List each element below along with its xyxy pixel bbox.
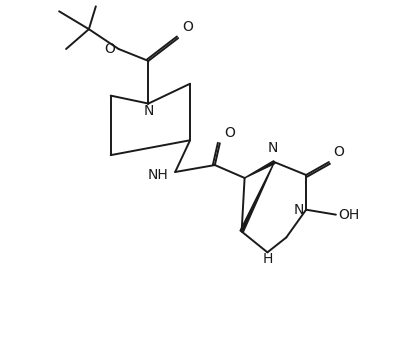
- Polygon shape: [240, 162, 274, 232]
- Text: O: O: [224, 126, 235, 140]
- Text: O: O: [333, 145, 344, 159]
- Text: O: O: [104, 42, 115, 56]
- Text: OH: OH: [338, 208, 359, 222]
- Text: NH: NH: [147, 168, 168, 182]
- Text: N: N: [294, 203, 304, 217]
- Text: N: N: [143, 104, 154, 118]
- Polygon shape: [245, 161, 275, 178]
- Text: H: H: [262, 252, 273, 266]
- Text: O: O: [182, 20, 193, 34]
- Text: N: N: [267, 141, 278, 155]
